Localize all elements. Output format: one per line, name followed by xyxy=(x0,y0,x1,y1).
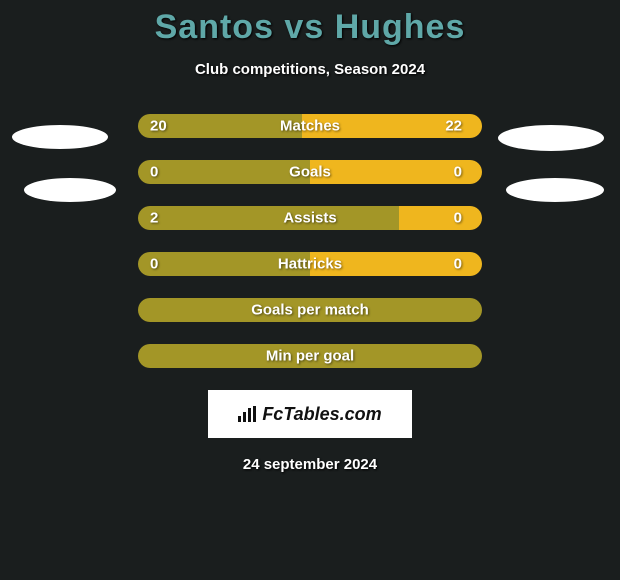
stat-bar xyxy=(138,298,482,322)
player-photo-placeholder xyxy=(498,125,604,151)
stat-row: Hattricks00 xyxy=(0,252,620,276)
stat-row: Min per goal xyxy=(0,344,620,368)
stat-bar-left xyxy=(138,206,399,230)
stat-bar xyxy=(138,206,482,230)
stat-bar-right xyxy=(310,160,482,184)
stat-bar xyxy=(138,114,482,138)
stat-bar xyxy=(138,344,482,368)
brand-logo: FcTables.com xyxy=(238,404,381,425)
stats-area: Matches2022Goals00Assists20Hattricks00Go… xyxy=(0,114,620,368)
stat-bar xyxy=(138,160,482,184)
stat-bar-left xyxy=(138,252,310,276)
subtitle: Club competitions, Season 2024 xyxy=(195,61,425,78)
page-title: Santos vs Hughes xyxy=(155,8,466,47)
stat-bar xyxy=(138,252,482,276)
stat-bar-left xyxy=(138,114,302,138)
stat-bar-right xyxy=(310,252,482,276)
footer-date: 24 september 2024 xyxy=(243,456,377,473)
stat-bar-right xyxy=(399,206,482,230)
player-photo-placeholder xyxy=(24,178,116,202)
bar-chart-icon xyxy=(238,406,258,422)
stat-bar-right xyxy=(302,114,482,138)
brand-logo-box: FcTables.com xyxy=(208,390,412,438)
player-photo-placeholder xyxy=(12,125,108,149)
stat-row: Assists20 xyxy=(0,206,620,230)
stat-bar-left xyxy=(138,160,310,184)
stat-row: Goals per match xyxy=(0,298,620,322)
stat-bar-left xyxy=(138,344,482,368)
stat-bar-left xyxy=(138,298,482,322)
brand-logo-text: FcTables.com xyxy=(262,404,381,425)
player-photo-placeholder xyxy=(506,178,604,202)
